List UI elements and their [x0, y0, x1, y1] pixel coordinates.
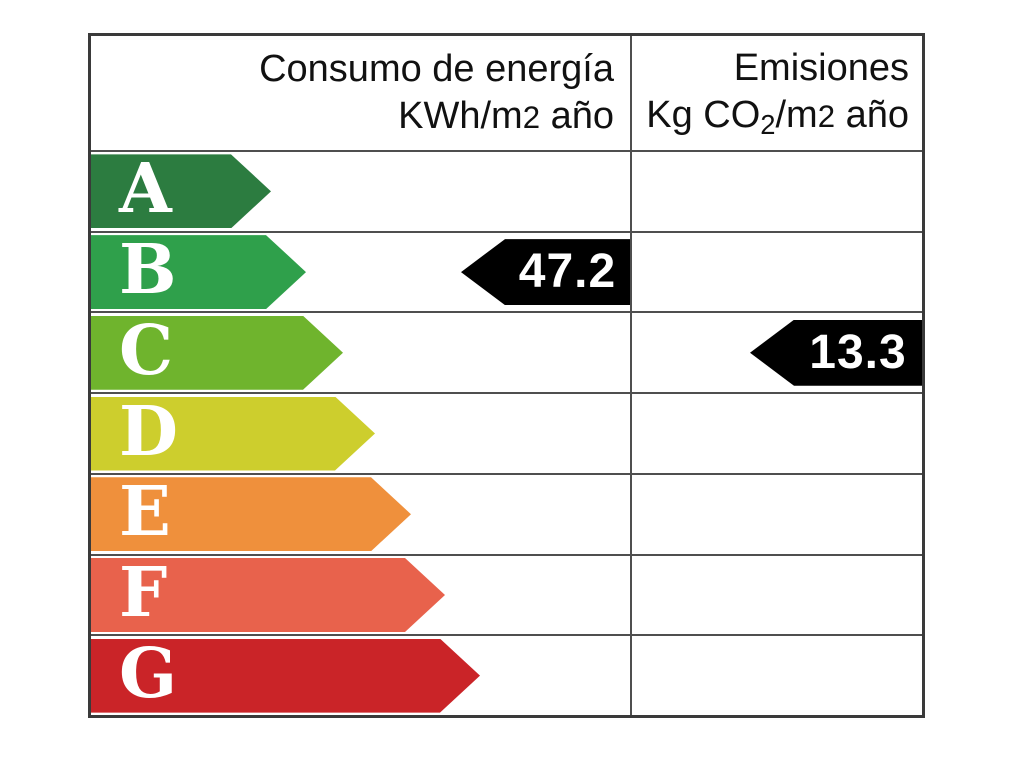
- rating-row-f: F: [91, 555, 922, 637]
- emissions-cell: 13.3: [632, 313, 922, 392]
- label-table: Consumo de energía KWh/m2 año Emisiones …: [88, 33, 925, 718]
- rating-letter: B: [119, 230, 177, 311]
- rating-row-e: E: [91, 474, 922, 556]
- consumption-cell: D: [91, 394, 632, 473]
- emissions-cell: [632, 556, 922, 635]
- value-indicator-arrow: 13.3: [750, 319, 922, 386]
- emissions-cell: [632, 636, 922, 715]
- emissions-cell: [632, 475, 922, 554]
- rating-bar-arrow: E: [91, 477, 411, 551]
- rating-bar-arrow: B: [91, 235, 306, 309]
- rating-letter: A: [119, 149, 172, 230]
- emissions-column-header: Emisiones Kg CO2/m2 año: [632, 36, 922, 150]
- emissions-cell: [632, 394, 922, 473]
- rating-row-b: B 47.2: [91, 232, 922, 314]
- value-indicator-arrow: 47.2: [461, 239, 630, 306]
- header-row: Consumo de energía KWh/m2 año Emisiones …: [91, 36, 922, 152]
- rating-bar-arrow: A: [91, 154, 271, 228]
- value-text: 13.3: [809, 325, 907, 379]
- consumption-header-line2: KWh/m2 año: [398, 95, 614, 137]
- rating-letter: C: [119, 310, 174, 391]
- rating-bar-arrow: F: [91, 558, 445, 632]
- consumption-cell: B 47.2: [91, 232, 632, 312]
- emissions-cell: [632, 152, 922, 231]
- rating-row-g: G: [91, 636, 922, 716]
- rating-bar-arrow: G: [91, 639, 480, 713]
- rating-rows: A B 47.2 C 13.3 D E: [91, 152, 922, 716]
- consumption-cell: A: [91, 152, 632, 231]
- consumption-header-line1: Consumo de energía: [259, 47, 614, 90]
- rating-bar-arrow: C: [91, 316, 343, 390]
- rating-row-c: C 13.3: [91, 313, 922, 395]
- emissions-header-line1: Emisiones: [733, 46, 909, 89]
- emissions-header-line2: Kg CO2/m2 año: [646, 93, 909, 140]
- consumption-cell: C: [91, 313, 632, 393]
- rating-bar-arrow: D: [91, 397, 375, 471]
- rating-row-a: A: [91, 152, 922, 233]
- rating-letter: F: [119, 552, 168, 633]
- rating-letter: E: [119, 472, 171, 553]
- consumption-column-header: Consumo de energía KWh/m2 año: [91, 36, 632, 150]
- rating-letter: D: [119, 391, 178, 472]
- consumption-cell: F: [91, 555, 632, 635]
- value-text: 47.2: [518, 245, 617, 299]
- rating-row-d: D: [91, 394, 922, 475]
- consumption-cell: E: [91, 474, 632, 554]
- rating-letter: G: [119, 633, 178, 714]
- emissions-cell: [632, 233, 922, 312]
- consumption-cell: G: [91, 636, 632, 716]
